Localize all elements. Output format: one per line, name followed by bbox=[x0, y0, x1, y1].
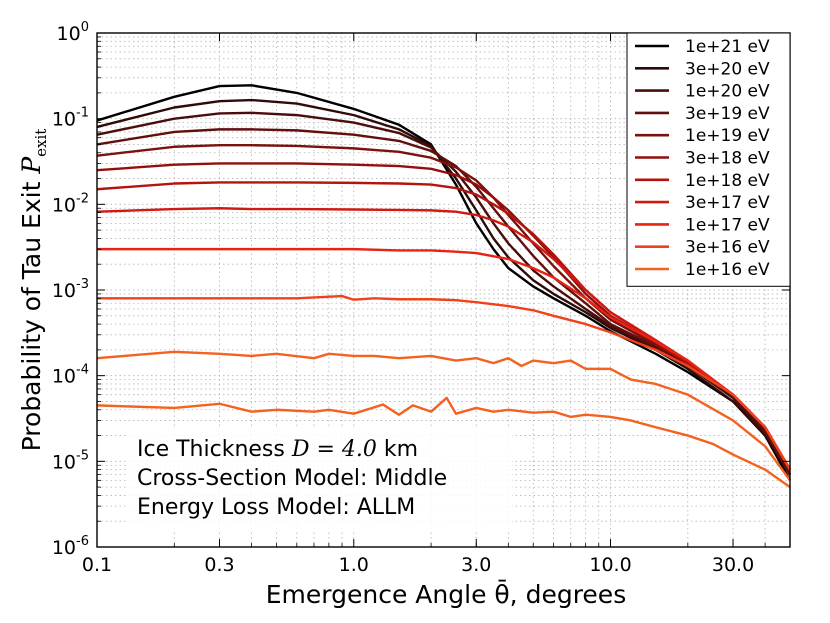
legend-entry: 3e+19 eV bbox=[685, 104, 770, 124]
annotation-line-1: Ice Thickness D = 4.0 km bbox=[137, 437, 418, 462]
annotation-line-2: Cross-Section Model: Middle bbox=[137, 466, 447, 491]
annotation-line-3: Energy Loss Model: ALLM bbox=[137, 495, 415, 520]
series-line-11 bbox=[96, 396, 791, 489]
legend-entry: 3e+18 eV bbox=[685, 149, 770, 169]
series-line-6 bbox=[96, 181, 792, 471]
series-line-10 bbox=[96, 350, 791, 482]
y-tick-label: 10-1 bbox=[52, 106, 89, 131]
legend-box bbox=[626, 32, 791, 287]
y-tick-label: 10-6 bbox=[52, 534, 89, 559]
x-tick-label: 0.1 bbox=[82, 554, 112, 576]
x-tick-label: 3.0 bbox=[461, 554, 491, 576]
y-axis-label: Probability of Tau Exit Pexit bbox=[17, 129, 50, 452]
x-tick-label: 10.0 bbox=[589, 554, 631, 576]
y-tick-label: 10-2 bbox=[52, 191, 89, 216]
legend-entry: 1e+20 eV bbox=[685, 82, 770, 102]
y-tick-label: 10-5 bbox=[52, 448, 89, 473]
y-tick-label: 10-4 bbox=[52, 363, 89, 388]
y-tick-label: 10-3 bbox=[52, 277, 89, 302]
legend-entry: 3e+17 eV bbox=[685, 193, 770, 213]
legend-entry: 1e+16 eV bbox=[685, 260, 770, 280]
x-tick-label: 0.3 bbox=[204, 554, 234, 576]
series-line-9 bbox=[97, 294, 792, 471]
legend-entry: 3e+20 eV bbox=[685, 59, 770, 79]
x-tick-label: 1.0 bbox=[339, 554, 369, 576]
x-axis-label: Emergence Angle θ̄, degrees bbox=[266, 579, 626, 609]
x-tick-label: 30.0 bbox=[712, 554, 754, 576]
y-tick-label: 100 bbox=[57, 20, 89, 45]
series-line-8 bbox=[97, 247, 792, 471]
legend-entry: 3e+16 eV bbox=[685, 238, 770, 258]
legend-entry: 1e+21 eV bbox=[685, 37, 770, 57]
series-line-1 bbox=[96, 98, 792, 476]
legend-entry: 1e+17 eV bbox=[685, 215, 770, 235]
data-series bbox=[96, 84, 792, 489]
axis-ticks: 0.1 0.3 1.0 3.0 10.0 30.0 100 10-1 10-2 10-3 10-4 1… bbox=[52, 20, 790, 576]
legend-entry: 1e+19 eV bbox=[685, 126, 770, 146]
annotation-box: Ice Thickness D = 4.0 km Cross-Section M… bbox=[127, 427, 512, 532]
series-line-0 bbox=[96, 84, 792, 481]
legend-entry: 1e+18 eV bbox=[685, 171, 770, 191]
